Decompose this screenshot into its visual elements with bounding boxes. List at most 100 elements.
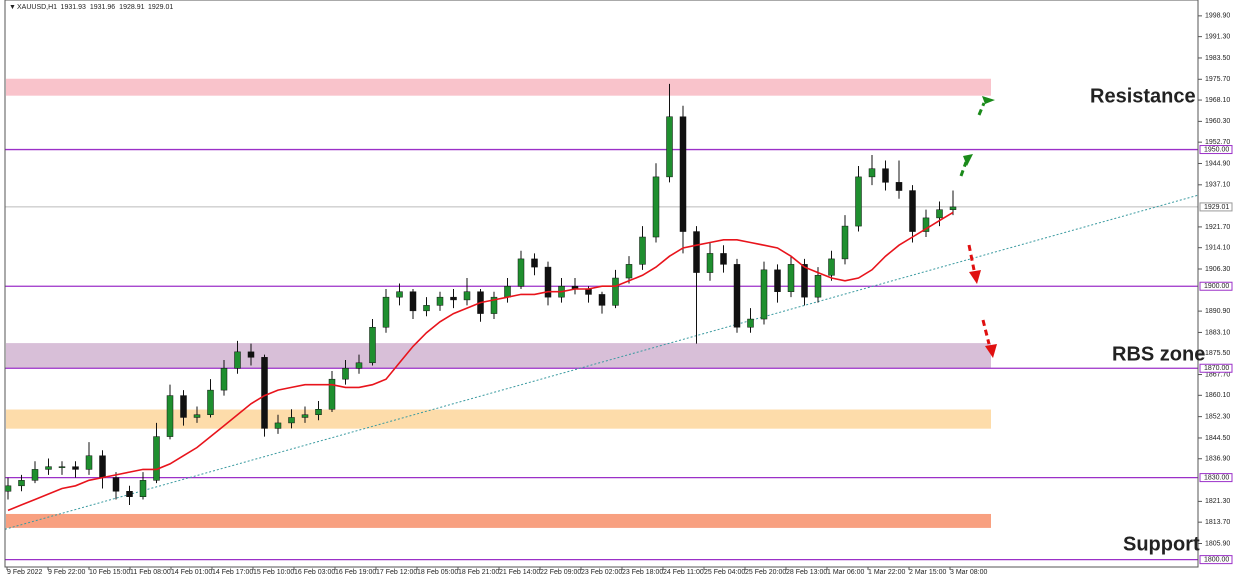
zone <box>6 343 991 369</box>
level-box <box>1199 145 1233 155</box>
axis: 1998.90 1991.30 1983.50 1975.70 1968.10 1960.… <box>6 13 1233 576</box>
x-tick-label: 16 Feb 19:00 <box>335 569 376 576</box>
candle-body <box>166 395 174 437</box>
candle-body <box>355 362 363 369</box>
y-tick-label: 1952.70 <box>1205 139 1230 146</box>
candle-body <box>234 351 241 369</box>
y-tick-label: 1844.50 <box>1205 435 1230 442</box>
candle-body <box>396 291 403 298</box>
candle-body <box>315 409 322 415</box>
level-label: 1870.00 <box>1204 365 1229 372</box>
candle-body <box>531 258 538 268</box>
candle-body <box>112 477 120 492</box>
symbol: XAUUSD,H1 <box>17 4 57 11</box>
y-tick-label: 1983.50 <box>1205 55 1230 62</box>
x-tick-label: 9 Feb 22:00 <box>48 569 85 576</box>
x-tick-label: 18 Feb 05:00 <box>417 569 458 576</box>
candle-body <box>598 294 606 306</box>
candle-body <box>490 296 498 314</box>
x-tick-label: 3 Mar 08:00 <box>950 569 987 576</box>
candle-body <box>409 291 417 312</box>
candle-body <box>45 466 52 470</box>
candle-body <box>342 367 349 380</box>
candle-body <box>895 182 903 191</box>
candle-body <box>58 466 66 468</box>
candle-body <box>733 264 741 328</box>
level-box <box>1199 555 1233 565</box>
arrow-down <box>967 244 981 284</box>
y-tick-label: 1937.10 <box>1205 182 1230 189</box>
y-tick-label: 1875.50 <box>1205 350 1230 357</box>
annotation: Support <box>1123 533 1200 555</box>
x-tick-label: 23 Feb 02:00 <box>581 569 622 576</box>
level-box <box>1199 363 1233 373</box>
ohlc-value: 1931.96 <box>90 4 115 11</box>
level-label: 1800.00 <box>1204 556 1229 563</box>
y-tick-label: 1867.70 <box>1205 371 1230 378</box>
candle-body <box>153 436 160 481</box>
candle-body <box>693 231 700 273</box>
x-tick-label: 24 Feb 11:00 <box>663 569 704 576</box>
trendline <box>4 194 1199 530</box>
x-tick-label: 25 Feb 04:00 <box>704 569 745 576</box>
candle-body <box>652 176 660 238</box>
x-tick-label: 1 Mar 06:00 <box>827 569 864 576</box>
y-tick-label: 1805.90 <box>1205 540 1230 547</box>
zone <box>6 78 991 96</box>
candle-body <box>936 209 943 219</box>
zone <box>6 409 991 429</box>
y-tick-label: 1914.10 <box>1205 245 1230 252</box>
candle-body <box>220 367 228 391</box>
level-box <box>1199 473 1233 483</box>
candle-body <box>288 417 295 424</box>
candle-body <box>841 225 849 260</box>
y-tick-label: 1921.70 <box>1205 224 1230 231</box>
x-tick-label: 2 Mar 15:00 <box>909 569 946 576</box>
candle-body <box>31 469 39 481</box>
x-tick-label: 11 Feb 08:00 <box>130 569 171 576</box>
y-tick-label: 1998.90 <box>1205 13 1230 20</box>
candle-body <box>423 305 430 312</box>
x-tick-label: 22 Feb 09:00 <box>540 569 581 576</box>
x-tick-label: 28 Feb 13:00 <box>786 569 827 576</box>
x-tick-label: 10 Feb 15:00 <box>89 569 130 576</box>
y-tick-label: 1883.10 <box>1205 329 1230 336</box>
candle-body <box>868 168 876 178</box>
level-label: 1900.00 <box>1204 283 1229 290</box>
zones <box>6 78 991 528</box>
x-tick-label: 17 Feb 12:00 <box>376 569 417 576</box>
candle-body <box>814 275 822 298</box>
data <box>4 83 1199 561</box>
y-tick-label: 1960.30 <box>1205 118 1230 125</box>
candle-body <box>720 253 727 265</box>
arrow-down <box>981 319 997 358</box>
candle-body <box>612 277 619 306</box>
x-tick-label: 25 Feb 20:00 <box>745 569 786 576</box>
candle-body <box>679 116 687 232</box>
candle-body <box>382 296 390 328</box>
candle-body <box>922 217 930 232</box>
header-triangle: ▼ <box>9 4 16 11</box>
y-tick-label: 1944.90 <box>1205 160 1230 167</box>
candle-body <box>949 206 957 210</box>
header: XAUUSD,H1 1931.93 1931.96 1928.91 1929.01 <box>17 4 173 11</box>
candle-body <box>72 466 79 470</box>
plot-frame <box>4 0 1199 568</box>
candle-body <box>99 455 106 478</box>
y-tick-label: 1890.90 <box>1205 308 1230 315</box>
x-tick-label: 15 Feb 10:00 <box>253 569 294 576</box>
candle-body <box>463 291 471 301</box>
candle-body <box>4 485 12 492</box>
candle-body <box>801 264 808 298</box>
candle-body <box>450 296 457 301</box>
candle-body <box>517 258 525 287</box>
candle-body <box>639 236 646 265</box>
candle-body <box>369 326 376 364</box>
candle-body <box>301 414 309 418</box>
y-tick-label: 1821.30 <box>1205 498 1230 505</box>
candle-body <box>85 455 93 470</box>
candle-body <box>855 176 862 227</box>
candle-body <box>706 253 714 273</box>
